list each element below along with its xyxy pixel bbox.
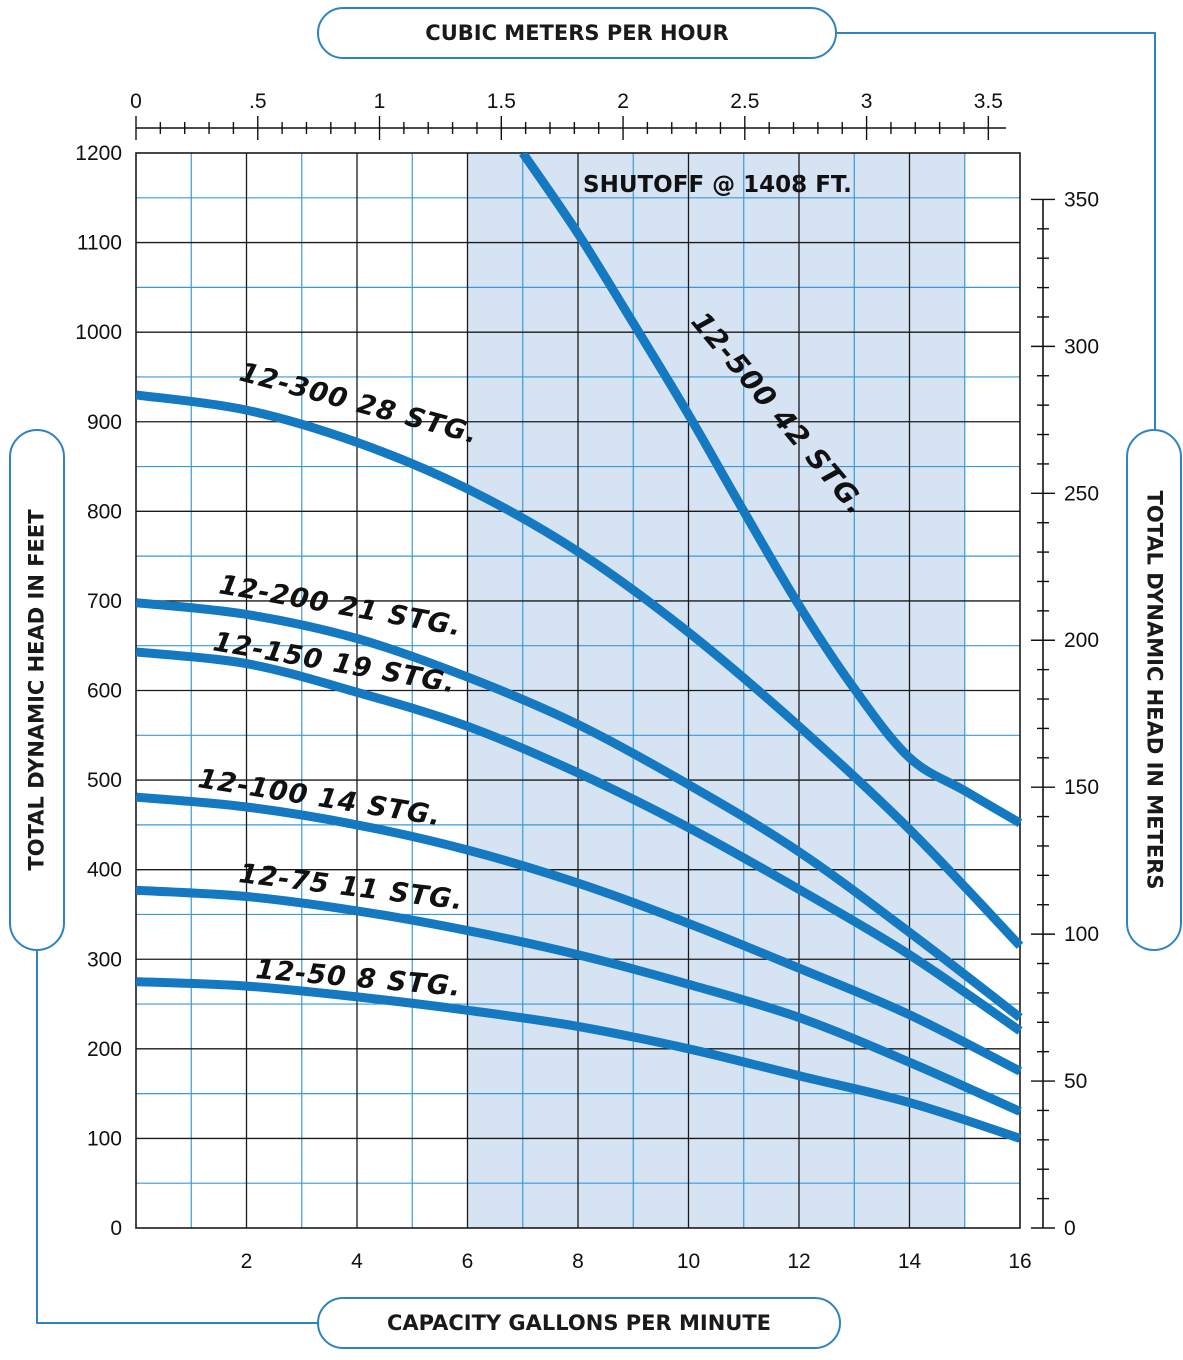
top-axis-tick-label: 1 bbox=[374, 90, 386, 113]
axes: 2 4 6 8 10 12 14 160100200300400500600700800900… bbox=[75, 90, 1099, 1273]
right-axis-tick-label: 0 bbox=[1064, 1217, 1076, 1240]
series-curve bbox=[136, 885, 1022, 1116]
y-tick-label: 800 bbox=[87, 500, 122, 523]
y-tick-label: 500 bbox=[87, 769, 122, 792]
y-tick-label: 1100 bbox=[77, 232, 122, 255]
x-tick-label: 14 bbox=[898, 1250, 922, 1273]
label-connectors bbox=[36, 32, 1156, 1324]
right-axis-tick-label: 250 bbox=[1064, 482, 1099, 505]
x-tick-label: 16 bbox=[1008, 1250, 1031, 1273]
right-axis-tick-label: 300 bbox=[1064, 335, 1099, 358]
plot-frame bbox=[135, 152, 1021, 1229]
x-axis-title: CAPACITY GALLONS PER MINUTE bbox=[317, 1297, 841, 1349]
right-axis-tick-label: 200 bbox=[1064, 629, 1099, 652]
right-axis-tick-label: 100 bbox=[1064, 923, 1099, 946]
series-label: 12-300 28 STG. bbox=[236, 357, 481, 451]
top-axis-tick-label: 2 bbox=[617, 90, 629, 113]
top-axis-tick-label: .5 bbox=[249, 90, 267, 113]
x-axis-title-text: CAPACITY GALLONS PER MINUTE bbox=[386, 1311, 772, 1335]
y-axis-title-text: TOTAL DYNAMIC HEAD IN FEET bbox=[25, 509, 50, 871]
series-curve bbox=[136, 977, 1022, 1143]
top-axis-title-text: CUBIC METERS PER HOUR bbox=[425, 21, 729, 45]
y-tick-label: 100 bbox=[87, 1127, 122, 1150]
top-right-connector bbox=[837, 32, 1156, 429]
y-tick-label: 300 bbox=[87, 948, 122, 971]
y-tick-label: 600 bbox=[87, 680, 122, 703]
right-axis-tick-label: 150 bbox=[1064, 776, 1099, 799]
plot-border bbox=[135, 152, 1021, 1229]
top-axis-tick-label: 3.5 bbox=[974, 90, 1003, 113]
series-curve bbox=[136, 792, 1023, 1076]
right-axis-title: TOTAL DYNAMIC HEAD IN METERS bbox=[1126, 429, 1182, 951]
top-axis-tick-label: 0 bbox=[130, 90, 142, 113]
y-tick-label: 400 bbox=[87, 859, 122, 882]
y-tick-label: 1200 bbox=[75, 142, 122, 165]
shutoff-annotation: SHUTOFF @ 1408 FT. bbox=[583, 172, 852, 198]
series-curve bbox=[519, 153, 1023, 827]
y-axis-title: TOTAL DYNAMIC HEAD IN FEET bbox=[9, 429, 65, 951]
series-curve bbox=[136, 647, 1023, 1035]
y-tick-label: 700 bbox=[87, 590, 122, 613]
y-tick-label: 900 bbox=[87, 411, 122, 434]
right-axis-title-text: TOTAL DYNAMIC HEAD IN METERS bbox=[1142, 490, 1167, 890]
top-axis-tick-label: 1.5 bbox=[487, 90, 516, 113]
x-tick-label: 6 bbox=[462, 1250, 474, 1273]
right-axis-tick-label: 50 bbox=[1064, 1070, 1087, 1093]
y-tick-label: 1000 bbox=[75, 321, 122, 344]
bottom-left-connector bbox=[36, 951, 317, 1324]
top-axis-title: CUBIC METERS PER HOUR bbox=[317, 7, 837, 59]
top-axis-tick-label: 3 bbox=[861, 90, 873, 113]
top-axis-tick-label: 2.5 bbox=[730, 90, 759, 113]
x-tick-label: 12 bbox=[787, 1250, 810, 1273]
x-tick-label: 10 bbox=[677, 1250, 700, 1273]
series-curve bbox=[136, 390, 1024, 949]
series-curves bbox=[136, 153, 1024, 1143]
x-tick-label: 4 bbox=[351, 1250, 363, 1273]
x-tick-label: 2 bbox=[241, 1250, 253, 1273]
y-tick-label: 0 bbox=[110, 1217, 122, 1240]
y-tick-label: 200 bbox=[87, 1038, 122, 1061]
series-curve bbox=[136, 598, 1023, 1022]
right-axis-tick-label: 350 bbox=[1064, 188, 1099, 211]
x-tick-label: 8 bbox=[572, 1250, 584, 1273]
